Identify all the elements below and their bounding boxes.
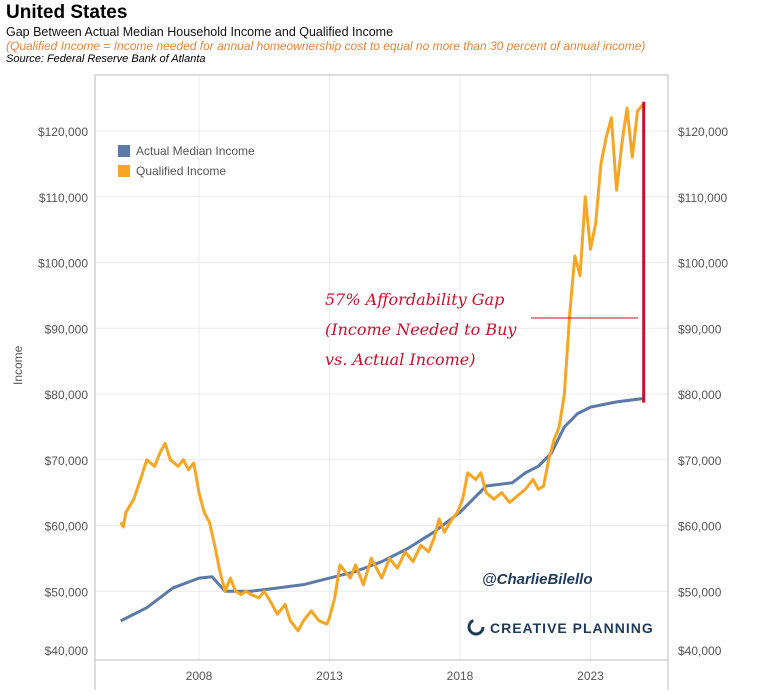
y-tick-label-right: $40,000 [678, 644, 722, 658]
qualified-income-line [119, 103, 644, 633]
y-tick-label-right: $120,000 [678, 125, 728, 139]
x-tick-label: 2008 [186, 669, 213, 683]
y-tick-label-left: $60,000 [45, 520, 89, 534]
x-tick-label: 2023 [577, 669, 604, 683]
chart-subtitle: Gap Between Actual Median Household Inco… [6, 25, 394, 39]
chart-note: (Qualified Income = Income needed for an… [6, 39, 646, 53]
plot-frame [94, 74, 669, 661]
legend-label-actual: Actual Median Income [136, 144, 255, 158]
annotation-line-1: 57% Affordability Gap [325, 290, 504, 309]
y-tick-label-left: $80,000 [45, 388, 89, 402]
y-tick-label-right: $70,000 [678, 454, 722, 468]
y-tick-label-left: $110,000 [39, 191, 88, 205]
annotation-line-2: (Income Needed to Buy [325, 320, 517, 339]
x-tick-label: 2018 [447, 669, 474, 683]
legend: Actual Median Income Qualified Income [118, 144, 255, 178]
page-title: United States [6, 2, 128, 23]
x-tick-label: 2013 [316, 669, 343, 683]
legend-swatch-actual [118, 145, 130, 157]
y-tick-label-left: $40,000 [45, 644, 89, 658]
legend-swatch-qualified [118, 165, 130, 177]
y-tick-label-left: $120,000 [38, 125, 88, 139]
y-tick-label-left: $70,000 [45, 454, 89, 468]
y-tick-label-left: $90,000 [45, 322, 89, 336]
y-tick-label-right: $50,000 [678, 585, 722, 599]
legend-label-qualified: Qualified Income [136, 164, 226, 178]
watermark: @CharlieBilello [482, 571, 593, 588]
y-tick-label-right: $80,000 [678, 388, 722, 402]
chart-source: Source: Federal Reserve Bank of Atlanta [6, 53, 206, 65]
svg-text:CREATIVE PLANNING: CREATIVE PLANNING [490, 620, 654, 636]
annotation: 57% Affordability Gap (Income Needed to … [325, 290, 638, 369]
y-axis-label: Income [11, 345, 25, 385]
y-tick-label-left: $100,000 [38, 257, 88, 271]
y-tick-label-right: $90,000 [678, 322, 722, 336]
y-tick-label-right: $100,000 [678, 257, 728, 271]
y-tick-label-right: $60,000 [678, 520, 722, 534]
actual-income-line [120, 397, 643, 623]
annotation-line-3: vs. Actual Income) [325, 350, 476, 369]
y-tick-label-right: $110,000 [678, 191, 727, 205]
y-tick-label-left: $50,000 [45, 585, 89, 599]
creative-planning-logo: CREATIVE PLANNING [467, 618, 654, 636]
